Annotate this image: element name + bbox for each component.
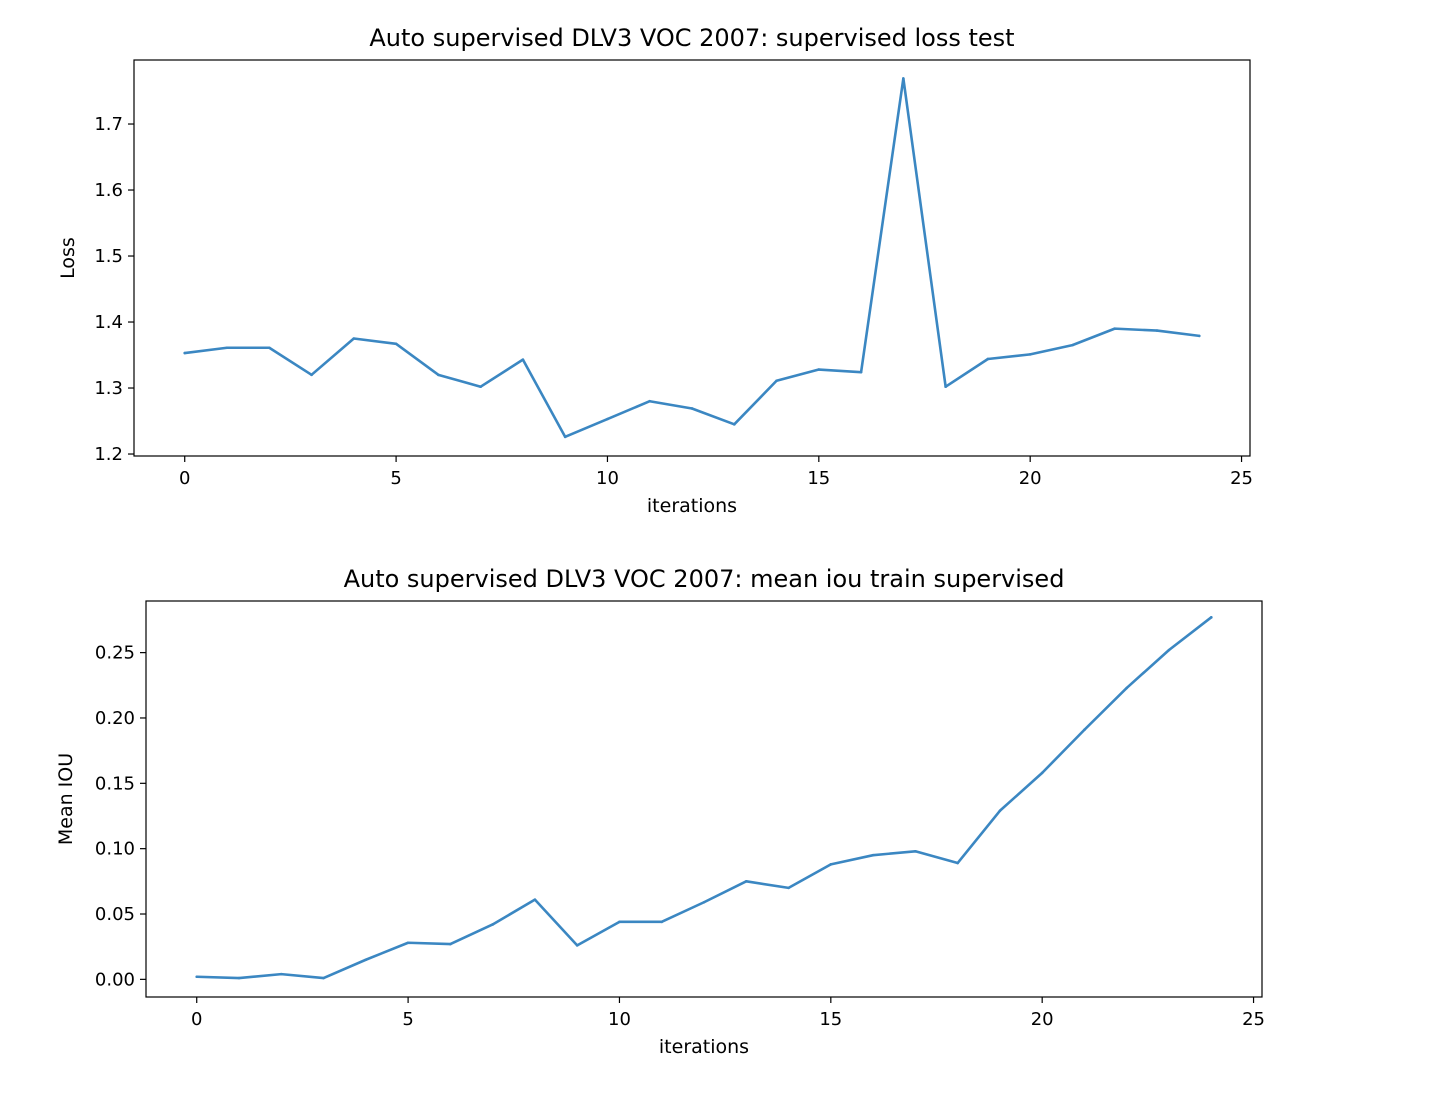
data-point (787, 886, 790, 890)
data-point (521, 358, 525, 361)
data-point (533, 898, 537, 901)
chart-mean-iou: Auto supervised DLV3 VOC 2007: mean iou … (55, 565, 1265, 1058)
data-point (449, 942, 452, 946)
data-point (267, 346, 271, 350)
x-tick-label: 10 (596, 468, 619, 489)
y-tick-label: 0.00 (95, 969, 135, 990)
data-point (310, 373, 313, 377)
y-tick-label: 1.3 (94, 378, 123, 399)
data-point (437, 373, 440, 377)
data-point (690, 407, 694, 410)
plot-frame (145, 600, 1263, 998)
x-tick-label: 10 (608, 1009, 631, 1030)
data-point (1040, 771, 1044, 775)
y-axis-label: Mean IOU (55, 753, 77, 845)
y-tick-label: 1.7 (94, 114, 123, 135)
x-tick-label: 25 (1230, 468, 1253, 489)
data-point (406, 941, 410, 945)
data-point (956, 861, 959, 865)
x-tick-label: 20 (1031, 1009, 1054, 1030)
data-point (183, 351, 187, 355)
data-point (829, 863, 833, 866)
y-tick-label: 1.2 (94, 444, 123, 465)
plot-frame (133, 59, 1251, 457)
data-point (660, 920, 664, 924)
data-point (1083, 728, 1086, 732)
chart-title: Auto supervised DLV3 VOC 2007: supervise… (369, 24, 1014, 52)
data-point (1125, 686, 1129, 690)
data-point (902, 77, 905, 80)
data-point (237, 976, 241, 980)
y-tick-label: 1.5 (94, 246, 123, 267)
data-point (491, 923, 494, 926)
x-tick-label: 25 (1242, 1009, 1265, 1030)
x-tick-label: 15 (807, 468, 830, 489)
data-point (744, 880, 748, 883)
y-tick-label: 0.10 (95, 839, 135, 860)
data-point (394, 342, 398, 346)
data-point (998, 809, 1002, 813)
series-line (195, 616, 1213, 980)
y-tick-label: 1.6 (94, 180, 123, 201)
data-point (1028, 353, 1032, 356)
data-point (648, 399, 652, 403)
data-point (859, 370, 863, 374)
x-tick-label: 20 (1019, 468, 1042, 489)
x-tick-label: 5 (390, 468, 401, 489)
x-axis-label: iterations (659, 1036, 749, 1058)
data-point (195, 975, 199, 979)
data-point (871, 853, 875, 857)
data-point (732, 423, 736, 426)
x-axis-label: iterations (647, 495, 737, 517)
y-tick-label: 1.4 (94, 312, 123, 333)
data-point (606, 417, 609, 421)
chart-title: Auto supervised DLV3 VOC 2007: mean iou … (344, 565, 1065, 593)
data-point (279, 972, 283, 976)
y-tick-label: 0.15 (95, 773, 135, 794)
data-point (364, 958, 368, 962)
data-point (702, 900, 706, 904)
y-axis-label: Loss (57, 237, 79, 279)
data-point (575, 944, 579, 947)
data-point (817, 368, 821, 371)
data-point (775, 379, 778, 383)
data-point (1155, 329, 1159, 332)
data-point (914, 849, 917, 853)
y-tick-label: 0.20 (95, 708, 135, 729)
data-point (1167, 648, 1171, 652)
y-tick-label: 0.05 (95, 904, 135, 925)
x-tick-label: 5 (402, 1009, 413, 1030)
y-tick-label: 0.25 (95, 643, 135, 664)
x-tick-label: 15 (819, 1009, 842, 1030)
data-point (1113, 327, 1117, 330)
data-point (322, 976, 325, 980)
data-point (1071, 343, 1074, 347)
x-tick-label: 0 (179, 468, 190, 489)
data-point (1209, 616, 1213, 619)
data-point (479, 385, 482, 389)
data-point (618, 920, 621, 924)
chart-loss: Auto supervised DLV3 VOC 2007: supervise… (57, 24, 1253, 517)
x-tick-label: 0 (191, 1009, 202, 1030)
data-point (944, 385, 947, 389)
series-line (183, 77, 1201, 439)
data-point (986, 357, 990, 361)
data-point (563, 435, 567, 439)
data-point (352, 337, 356, 340)
data-point (225, 346, 229, 350)
data-point (1197, 334, 1201, 338)
